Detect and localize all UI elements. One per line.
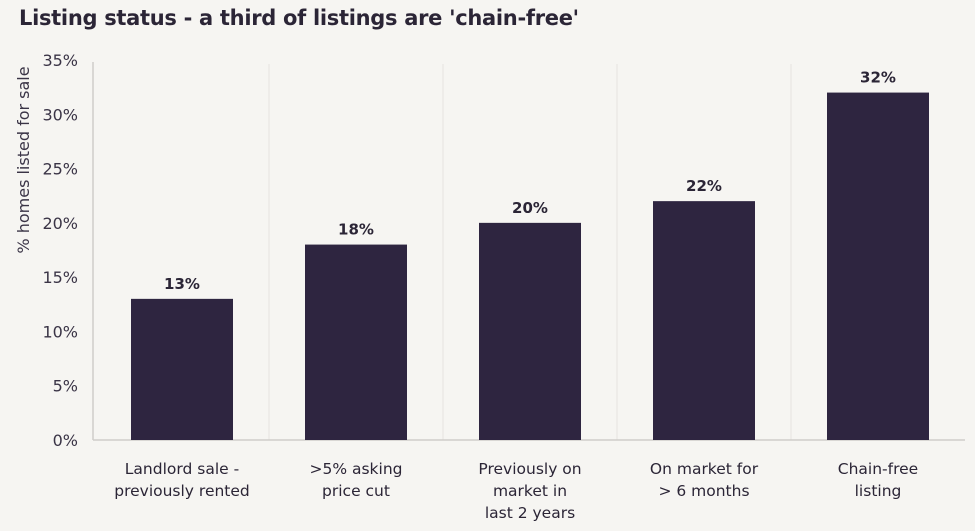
y-tick-label: 5% <box>53 377 78 396</box>
bar <box>305 244 407 440</box>
y-tick-label: 10% <box>42 322 78 341</box>
x-category-label: On market for <box>650 460 759 478</box>
y-tick-label: 25% <box>42 160 78 179</box>
x-category-label: previously rented <box>114 482 250 500</box>
data-label: 13% <box>164 275 200 293</box>
data-label: 18% <box>338 221 374 239</box>
x-category-label: last 2 years <box>485 504 575 522</box>
x-category-label: listing <box>855 482 902 500</box>
data-label: 22% <box>686 177 722 195</box>
data-label: 20% <box>512 199 548 217</box>
y-axis-label: % homes listed for sale <box>14 66 33 253</box>
y-tick-label: 0% <box>53 431 78 450</box>
data-label: 32% <box>860 69 896 87</box>
x-category-label: > 6 months <box>658 482 749 500</box>
y-tick-label: 30% <box>42 105 78 124</box>
x-category-label: market in <box>493 482 567 500</box>
x-category-label: Previously on <box>478 460 581 478</box>
bar <box>479 222 581 440</box>
y-tick-label: 20% <box>42 214 78 233</box>
bar <box>131 298 233 440</box>
y-tick-label: 35% <box>42 51 78 70</box>
bar <box>653 201 755 440</box>
y-tick-label: 15% <box>42 268 78 287</box>
chart-title: Listing status - a third of listings are… <box>19 6 579 30</box>
x-category-label: >5% asking <box>309 460 402 478</box>
x-category-label: Chain-free <box>838 460 918 478</box>
x-category-label: price cut <box>322 482 390 500</box>
bar <box>827 92 929 441</box>
x-category-label: Landlord sale - <box>125 460 239 478</box>
